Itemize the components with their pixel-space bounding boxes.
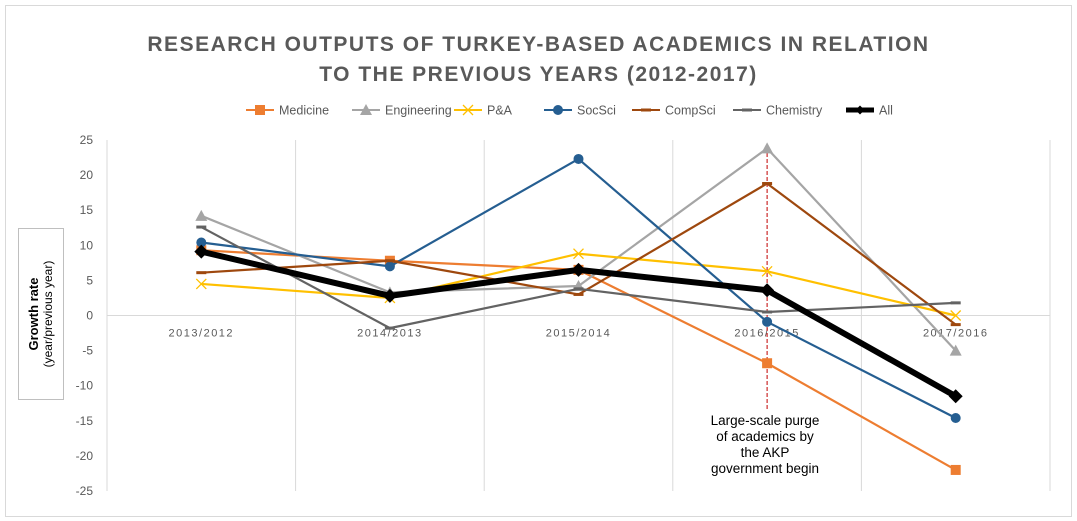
data-point — [195, 209, 208, 221]
data-point — [761, 265, 773, 277]
y-tick-label: -10 — [76, 379, 94, 393]
data-point — [949, 344, 962, 356]
y-tick-label: 5 — [86, 273, 93, 287]
data-point — [384, 259, 395, 263]
y-tick-label: -20 — [76, 449, 94, 463]
legend-label: CompSci — [665, 104, 716, 118]
y-tick-label: 15 — [80, 203, 94, 217]
data-point — [762, 310, 773, 314]
legend-label: Medicine — [279, 104, 329, 118]
title-line: RESEARCH OUTPUTS OF TURKEY-BASED ACADEMI… — [147, 33, 930, 56]
data-point — [950, 412, 961, 423]
data-point — [950, 323, 961, 327]
data-point — [384, 261, 395, 272]
data-point — [855, 105, 865, 115]
x-tick-label: 2014/2013 — [357, 328, 423, 340]
legend-label: All — [879, 104, 893, 118]
y-axis-sublabel: (year/previous year) — [41, 260, 55, 368]
data-point — [950, 310, 962, 321]
data-point — [760, 283, 775, 298]
data-point — [255, 105, 265, 115]
data-point — [762, 182, 773, 186]
data-point — [950, 464, 961, 475]
y-tick-label: -5 — [82, 344, 93, 358]
annotation-line: Large-scale purge — [710, 413, 820, 428]
data-point — [761, 142, 774, 154]
y-tick-label: -15 — [76, 414, 94, 428]
data-point — [762, 358, 773, 369]
data-point — [573, 153, 584, 164]
data-point — [196, 225, 207, 229]
y-tick-label: 25 — [80, 133, 94, 147]
chart-title: RESEARCH OUTPUTS OF TURKEY-BASED ACADEMI… — [0, 30, 1077, 90]
data-point — [382, 288, 397, 303]
legend-label: Engineering — [385, 104, 452, 118]
data-point — [641, 108, 651, 112]
data-point — [950, 301, 961, 305]
legend-label: Chemistry — [766, 104, 823, 118]
y-axis-label: Growth rate — [26, 277, 41, 351]
data-point — [948, 389, 963, 404]
y-tick-label: 0 — [86, 309, 93, 323]
x-tick-label: 2013/2012 — [169, 328, 235, 340]
chart-frame — [5, 5, 1072, 517]
data-point — [573, 248, 584, 260]
data-point — [194, 244, 209, 259]
data-point — [573, 292, 584, 296]
data-point — [762, 316, 773, 327]
series-line-engineering — [200, 147, 957, 352]
x-tick-label: 2017/2016 — [923, 328, 989, 340]
data-point — [195, 278, 207, 290]
annotation-line: of academics by — [716, 429, 814, 444]
annotation-line: the AKP — [740, 445, 790, 460]
y-tick-label: -25 — [76, 484, 94, 498]
data-point — [384, 326, 395, 330]
data-point — [553, 105, 563, 115]
data-point — [462, 104, 474, 116]
x-tick-label: 2015/2014 — [546, 328, 612, 340]
data-point — [573, 287, 584, 291]
y-tick-label: 10 — [80, 238, 94, 252]
data-point — [360, 104, 372, 115]
legend-label: SocSci — [577, 104, 616, 118]
legend-label: P&A — [487, 104, 513, 118]
title-line: TO THE PREVIOUS YEARS (2012-2017) — [319, 63, 758, 86]
data-point — [196, 271, 207, 275]
annotation-line: government begin — [710, 461, 820, 476]
data-point — [742, 108, 752, 112]
y-tick-label: 20 — [80, 168, 94, 182]
data-point — [196, 237, 207, 248]
data-point — [571, 262, 586, 277]
annotation-text: Large-scale purge of academics by the AK… — [690, 413, 840, 477]
y-axis-label-box: Growth rate (year/previous year) — [18, 228, 64, 400]
